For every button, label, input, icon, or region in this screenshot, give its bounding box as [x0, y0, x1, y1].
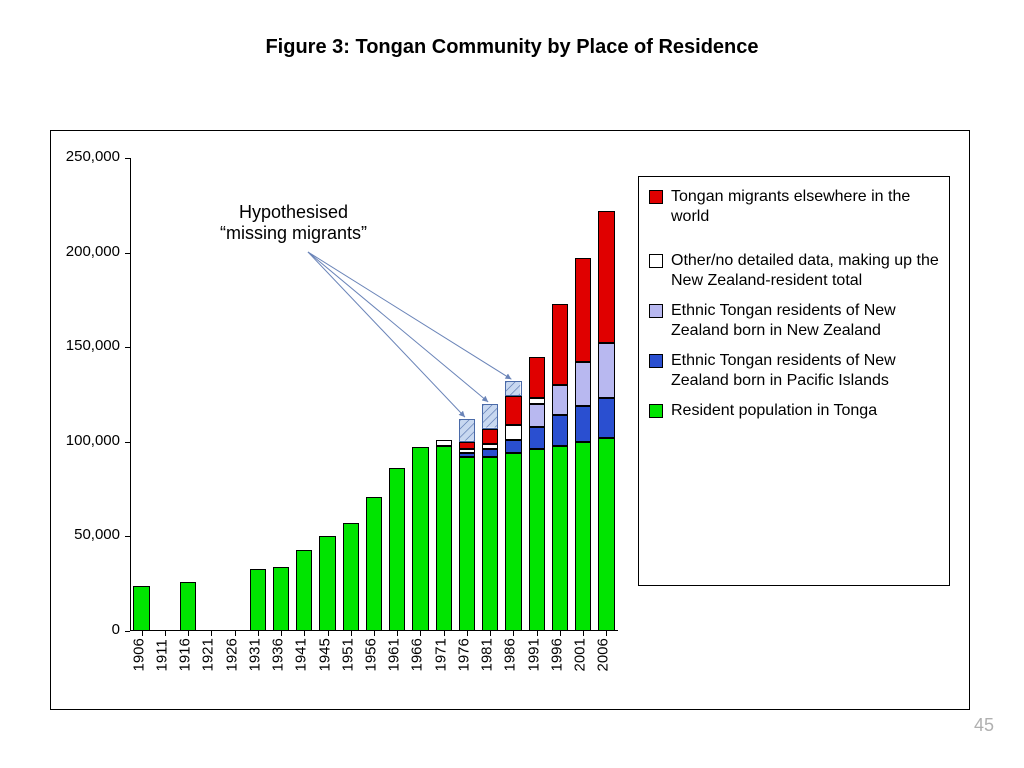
annotation-arrows: [0, 0, 1024, 768]
